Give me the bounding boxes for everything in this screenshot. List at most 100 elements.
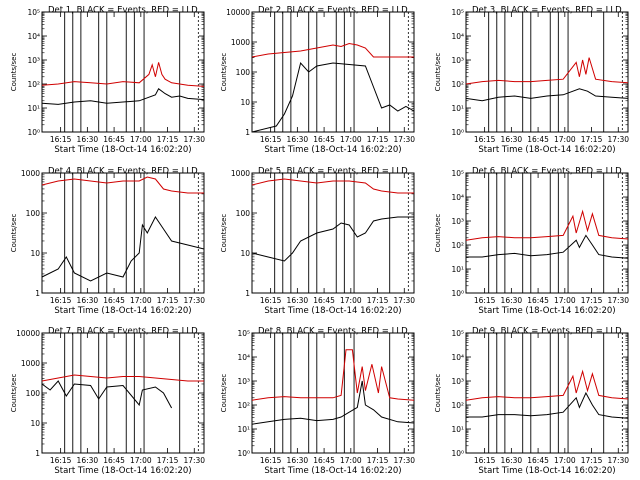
x-tick-label: 16:30 bbox=[77, 296, 99, 305]
x-tick-label: 16:45 bbox=[313, 135, 335, 144]
x-tick-label: 16:15 bbox=[474, 135, 496, 144]
events-series-line bbox=[465, 88, 629, 102]
x-tick-label: 17:30 bbox=[393, 135, 415, 144]
y-tick-label: 10⁵ bbox=[237, 329, 250, 338]
x-axis-label: Start Time (18-Oct-14 16:02:20) bbox=[54, 145, 191, 155]
y-tick-label: 10⁴ bbox=[451, 193, 464, 202]
y-tick-label: 10⁰ bbox=[451, 289, 464, 298]
y-tick-label: 10¹ bbox=[451, 265, 464, 274]
y-axis-label: Counts/sec bbox=[220, 374, 228, 413]
panel-det-4: Det 4, BLACK = Events, RED = LLD 1 10 100 10… bbox=[10, 167, 205, 317]
x-tick-label: 16:45 bbox=[313, 456, 335, 465]
x-tick-label: 16:30 bbox=[287, 456, 309, 465]
x-tick-label: 17:15 bbox=[157, 456, 179, 465]
x-tick-label: 17:00 bbox=[554, 456, 576, 465]
panel-det-8: Det 8, BLACK = Events, RED = LLD 10⁰ 10¹ 10… bbox=[220, 327, 415, 477]
x-tick-label: 17:15 bbox=[367, 296, 389, 305]
panel-title: Det 6, BLACK = Events, RED = LLD bbox=[472, 167, 622, 177]
y-tick-label: 10² bbox=[27, 80, 40, 89]
y-tick-label: 10¹ bbox=[451, 104, 464, 113]
y-tick-label: 10⁴ bbox=[451, 353, 464, 362]
plot-frame bbox=[251, 172, 415, 294]
x-tick-label: 17:30 bbox=[183, 296, 205, 305]
x-tick-label: 16:30 bbox=[77, 135, 99, 144]
events-series-line bbox=[251, 216, 414, 262]
y-tick-label: 10⁴ bbox=[451, 32, 464, 41]
x-tick-label: 17:30 bbox=[607, 296, 629, 305]
x-tick-label: 17:15 bbox=[581, 456, 603, 465]
x-tick-label: 17:30 bbox=[183, 456, 205, 465]
y-tick-label: 10⁴ bbox=[237, 353, 250, 362]
y-tick-label: 10² bbox=[451, 80, 464, 89]
plot-frame bbox=[41, 172, 205, 294]
panel-title: Det 8, BLACK = Events, RED = LLD bbox=[258, 327, 408, 337]
x-tick-label: 16:45 bbox=[527, 456, 549, 465]
events-series-line bbox=[466, 391, 629, 419]
x-tick-label: 17:00 bbox=[554, 296, 576, 305]
x-tick-label: 16:30 bbox=[501, 456, 523, 465]
y-axis-label: Counts/sec bbox=[10, 374, 18, 413]
y-tick-label: 100 bbox=[26, 209, 41, 218]
x-axis-label: Start Time (18-Oct-14 16:02:20) bbox=[478, 306, 615, 316]
events-series-line bbox=[41, 216, 205, 282]
panel-det-9: Det 9, BLACK = Events, RED = LLD 10⁰ 10¹ 10… bbox=[434, 327, 629, 477]
y-tick-label: 10 bbox=[30, 249, 40, 258]
y-tick-label: 1000 bbox=[231, 169, 250, 178]
y-tick-label: 10³ bbox=[237, 377, 250, 386]
y-axis-label: Counts/sec bbox=[434, 214, 442, 253]
y-tick-label: 10² bbox=[237, 401, 250, 410]
y-tick-label: 10⁰ bbox=[451, 128, 464, 137]
x-tick-label: 17:15 bbox=[367, 456, 389, 465]
x-tick-label: 16:15 bbox=[474, 456, 496, 465]
x-tick-label: 17:00 bbox=[340, 135, 362, 144]
plot-frame bbox=[251, 332, 415, 454]
x-tick-label: 17:30 bbox=[607, 135, 629, 144]
panel-title: Det 2, BLACK = Events, RED = LLD bbox=[258, 6, 408, 16]
x-tick-label: 16:45 bbox=[313, 296, 335, 305]
lld-series-line bbox=[465, 369, 629, 401]
x-tick-label: 16:15 bbox=[260, 135, 282, 144]
panel-title: Det 9, BLACK = Events, RED = LLD bbox=[472, 327, 622, 337]
y-tick-label: 10 bbox=[30, 419, 40, 428]
y-tick-label: 10³ bbox=[451, 56, 464, 65]
panel-title: Det 3, BLACK = Events, RED = LLD bbox=[472, 6, 622, 16]
plot-frame bbox=[465, 332, 629, 454]
x-tick-label: 17:00 bbox=[340, 456, 362, 465]
y-tick-label: 10¹ bbox=[27, 104, 40, 113]
y-tick-label: 10³ bbox=[27, 56, 40, 65]
x-tick-label: 16:45 bbox=[527, 296, 549, 305]
x-tick-label: 17:30 bbox=[393, 456, 415, 465]
x-axis-label: Start Time (18-Oct-14 16:02:20) bbox=[264, 145, 401, 155]
x-tick-label: 17:15 bbox=[581, 135, 603, 144]
panel-title: Det 7, BLACK = Events, RED = LLD bbox=[48, 327, 198, 337]
x-tick-label: 17:15 bbox=[157, 135, 179, 144]
panel-det-1: Det 1, BLACK = Events, RED = LLD 10⁰ 10¹ 10… bbox=[10, 6, 205, 156]
y-tick-label: 1000 bbox=[21, 359, 40, 368]
x-tick-label: 16:45 bbox=[103, 296, 125, 305]
x-tick-label: 17:15 bbox=[581, 296, 603, 305]
y-tick-label: 10000 bbox=[16, 329, 40, 338]
y-tick-label: 1 bbox=[245, 128, 250, 137]
x-axis-label: Start Time (18-Oct-14 16:02:20) bbox=[54, 306, 191, 316]
y-tick-label: 100 bbox=[236, 209, 251, 218]
events-series-line bbox=[251, 61, 415, 133]
y-axis-label: Counts/sec bbox=[220, 53, 228, 92]
lld-series-line bbox=[251, 42, 414, 58]
x-axis-label: Start Time (18-Oct-14 16:02:20) bbox=[264, 466, 401, 476]
panel-title: Det 5, BLACK = Events, RED = LLD bbox=[258, 167, 408, 177]
x-tick-label: 16:15 bbox=[50, 135, 72, 144]
panel-title: Det 4, BLACK = Events, RED = LLD bbox=[48, 167, 198, 177]
y-tick-label: 1000 bbox=[231, 38, 250, 47]
y-tick-label: 1 bbox=[35, 289, 40, 298]
y-tick-label: 10¹ bbox=[451, 425, 464, 434]
events-series-line bbox=[466, 234, 629, 259]
y-axis-label: Counts/sec bbox=[10, 53, 18, 92]
x-tick-label: 16:15 bbox=[50, 456, 72, 465]
y-tick-label: 10⁵ bbox=[27, 8, 40, 17]
events-series-line bbox=[41, 88, 205, 105]
y-tick-label: 100 bbox=[26, 389, 41, 398]
panel-det-2: Det 2, BLACK = Events, RED = LLD 1 10 100 10… bbox=[220, 6, 415, 156]
events-series-line bbox=[251, 380, 415, 425]
lld-series-line bbox=[251, 178, 414, 194]
y-tick-label: 10 bbox=[240, 98, 250, 107]
